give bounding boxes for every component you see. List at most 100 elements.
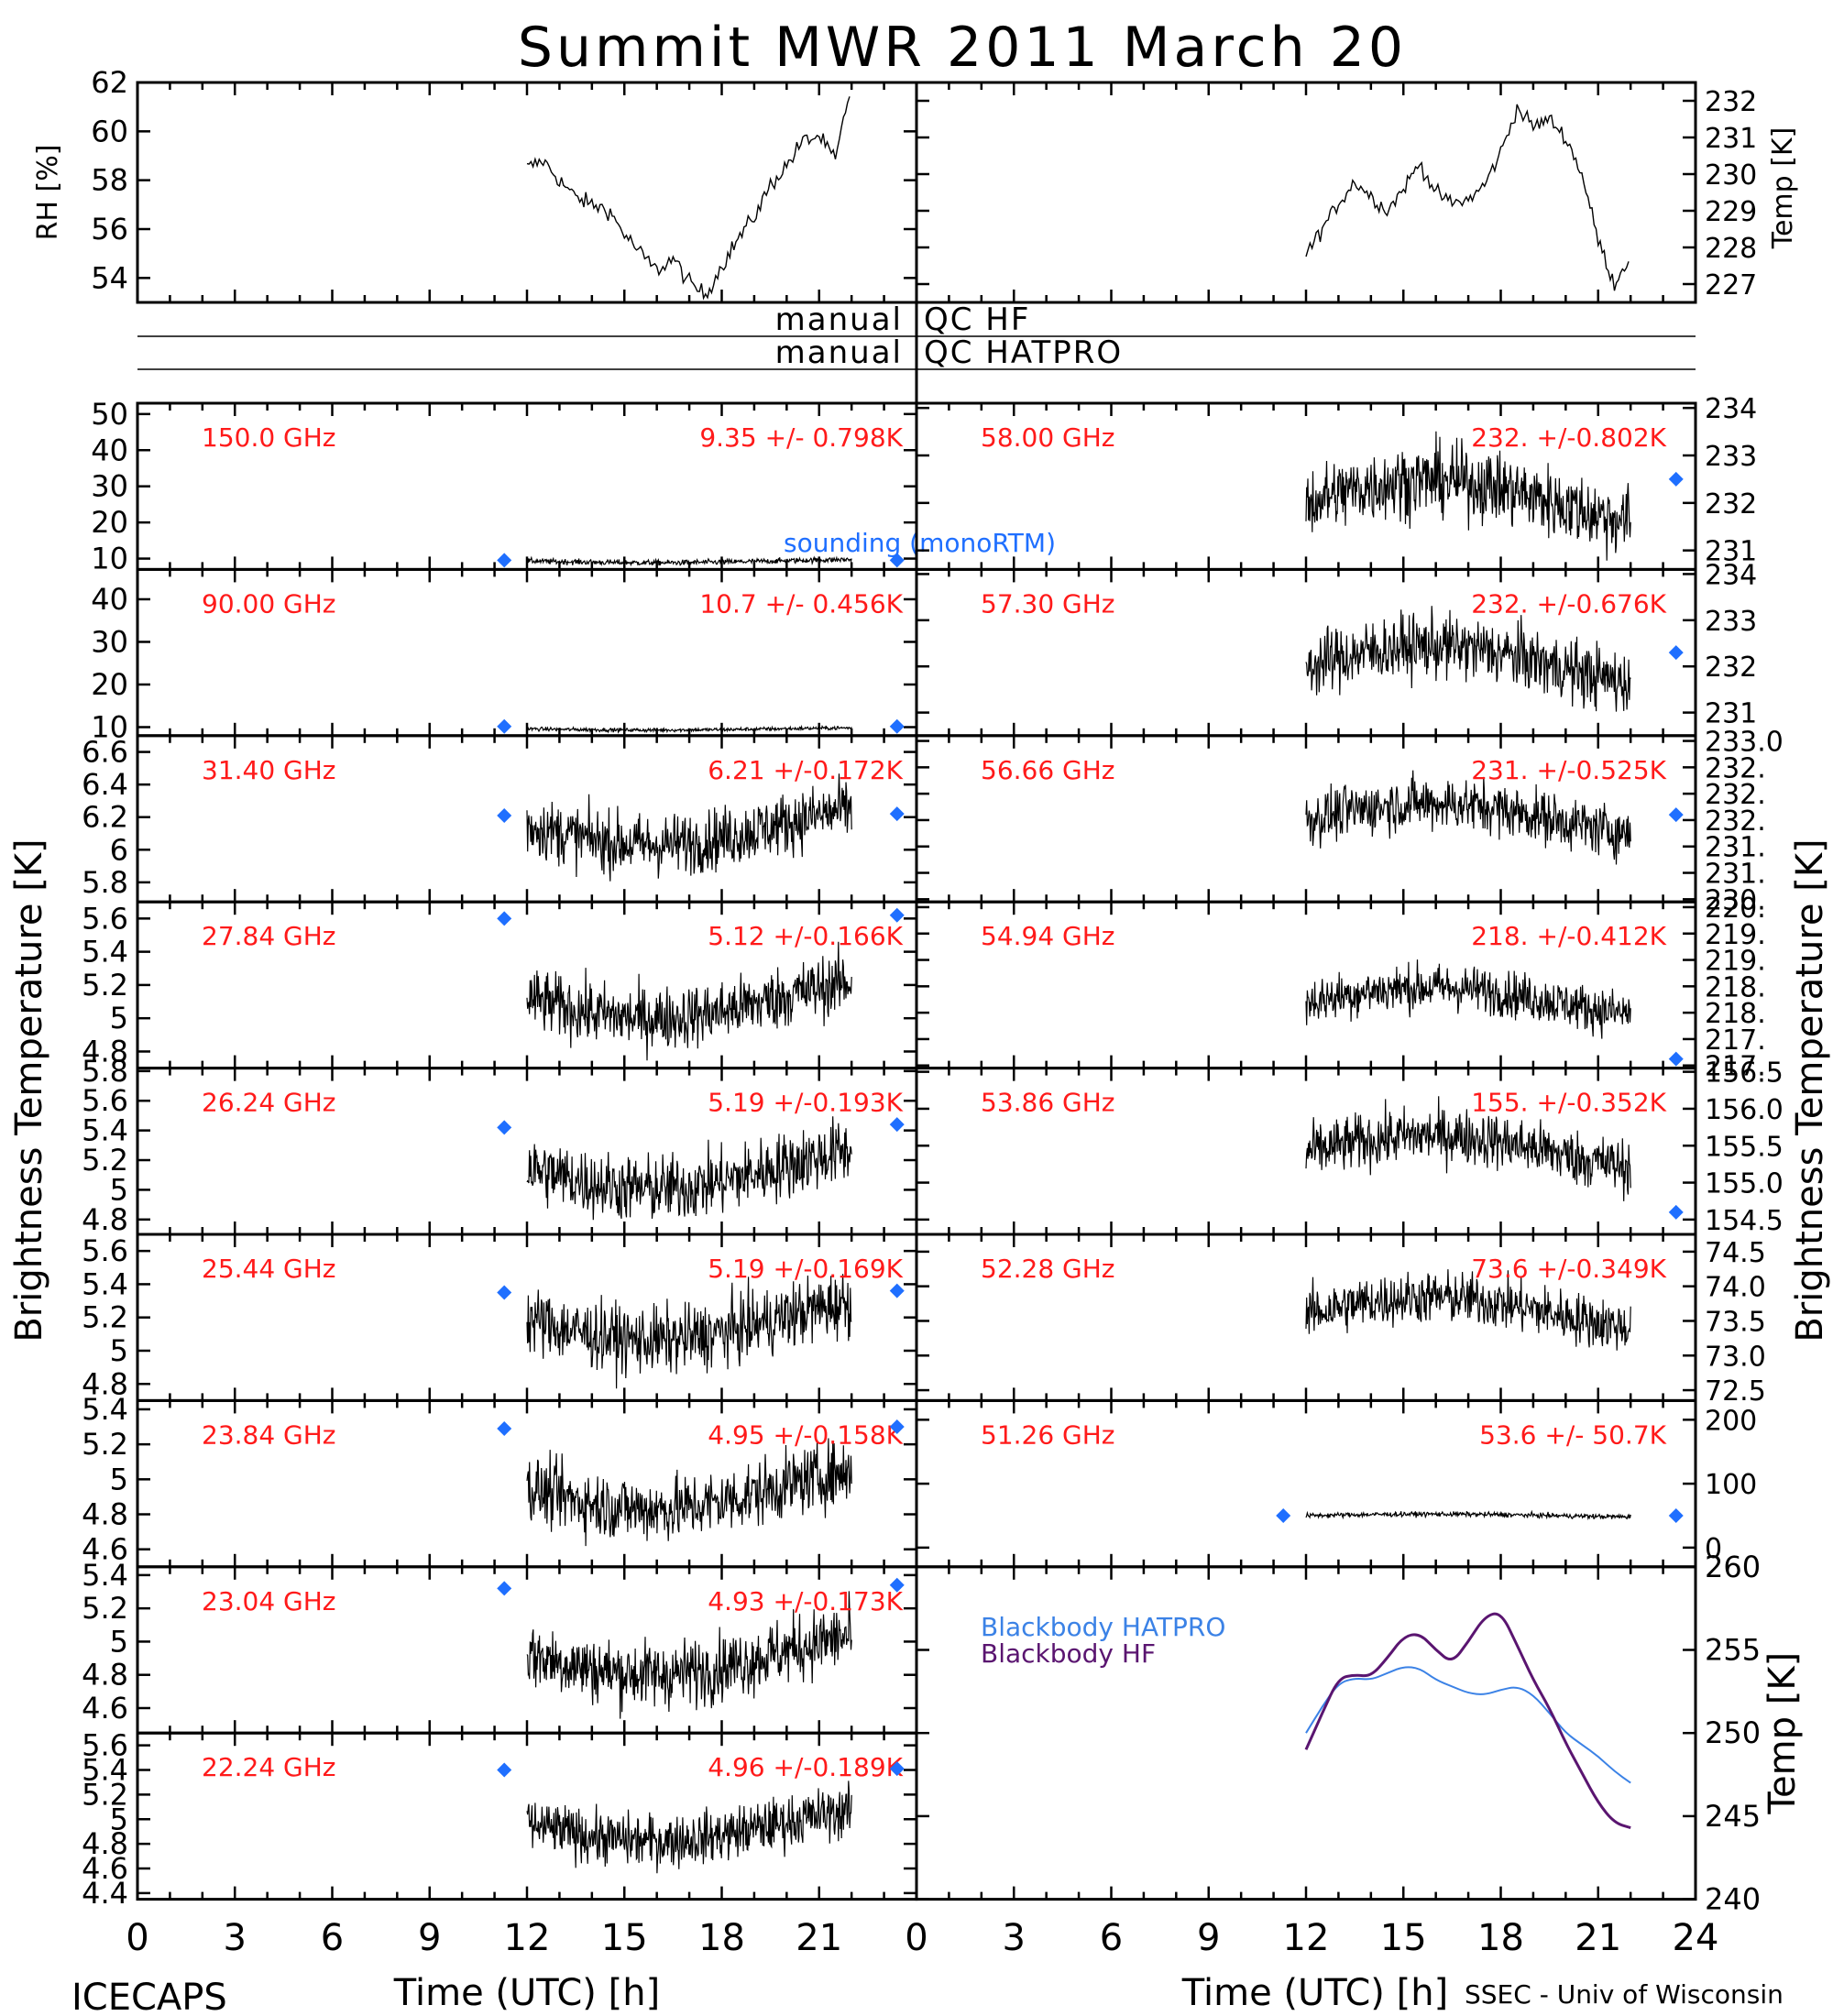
y-tick-label: 20 [91, 505, 128, 540]
x-tick-label-left: 3 [224, 1917, 247, 1959]
x-tick-label-left: 12 [504, 1917, 551, 1959]
y-tick-label: 56 [91, 212, 128, 247]
y-tick-label: 60 [91, 114, 128, 148]
y-tick-label: 234 [1705, 559, 1757, 591]
y-tick-label: 218. [1705, 998, 1766, 1030]
y-tick-label: 231. [1705, 859, 1766, 891]
y-tick-label: 5.6 [82, 1233, 128, 1268]
y-tick-label: 6.2 [82, 800, 128, 835]
sounding-marker [889, 1761, 905, 1777]
left-channel-freq-3: 27.84 GHz [202, 921, 336, 951]
right-channel-trace-6 [1305, 1509, 1631, 1521]
y-tick-label: 240 [1705, 1882, 1761, 1917]
right-channel-freq-5: 52.28 GHz [981, 1254, 1115, 1284]
left-channel-trace-4 [526, 1116, 852, 1221]
y-tick-label: 62 [91, 65, 128, 100]
y-tick-label: 231. [1705, 832, 1766, 864]
panel-left-6: 4.64.855.25.4 23.84 GHz 4.95 +/-0.158K [82, 1392, 918, 1569]
y-tick-label: 5 [110, 1802, 128, 1836]
blackbody-series-0 [1305, 1666, 1631, 1784]
y-tick-label: 232 [1705, 86, 1757, 118]
y-tick-label: 5.2 [82, 1427, 128, 1462]
y-tick-label: 30 [91, 469, 128, 504]
y-tick-label: 74.0 [1705, 1272, 1766, 1304]
left-channel-trace-3 [526, 941, 852, 1061]
y-tick-label: 233 [1705, 606, 1757, 638]
qc-hf-right: QC HF [924, 301, 1030, 338]
left-channel-freq-0: 150.0 GHz [202, 422, 336, 453]
y-tick-label: 155.5 [1705, 1131, 1784, 1163]
sounding-marker [889, 1117, 905, 1133]
y-tick-label: 4.8 [82, 1366, 128, 1401]
left-channel-freq-7: 23.04 GHz [202, 1586, 336, 1616]
y-tick-label: 218. [1705, 971, 1766, 1003]
panel-left-5: 4.855.25.45.6 25.44 GHz 5.19 +/-0.169K [82, 1233, 918, 1402]
y-tick-label: 250 [1705, 1715, 1761, 1750]
sounding-marker [497, 911, 512, 926]
qc-hf-left: manual [775, 301, 903, 338]
y-tick-label: 74.5 [1705, 1237, 1766, 1269]
sounding-note: sounding (monoRTM) [784, 528, 1056, 558]
x-axis-label-left: Time (UTC) [h] [393, 1972, 660, 2014]
y-tick-label: 50 [91, 397, 128, 432]
panel-temp: 227 228 229 230 231 232 Temp [K] [915, 81, 1799, 304]
y-tick-label: 232 [1705, 488, 1757, 520]
right-channel-freq-3: 54.94 GHz [981, 921, 1115, 951]
panel-right-5: 72.573.073.574.074.5 52.28 GHz 73.6 +/-0.3… [915, 1233, 1766, 1408]
left-channel-stat-8: 4.96 +/-0.189K [708, 1752, 903, 1782]
sounding-marker [889, 1577, 905, 1593]
x-tick-label-right: 18 [1477, 1917, 1524, 1959]
x-tick-label-left: 21 [796, 1917, 842, 1959]
left-channel-freq-2: 31.40 GHz [202, 755, 336, 785]
y-tick-label: 228 [1705, 233, 1757, 265]
panel-left-7: 4.64.855.25.4 23.04 GHz 4.93 +/-0.173K [82, 1558, 918, 1735]
y-tick-label: 6.4 [82, 767, 128, 802]
y-tick-label: 233 [1705, 441, 1757, 473]
y-tick-label: 233.0 [1705, 727, 1784, 759]
y-tick-label: 4.8 [82, 1658, 128, 1693]
x-tick-label-left: 18 [698, 1917, 745, 1959]
left-channel-trace-1 [526, 724, 852, 734]
left-channel-trace-5 [526, 1274, 852, 1389]
y-tick-label: 4.8 [82, 1497, 128, 1532]
qc-rows: manual QC HF manual QC HATPRO [137, 301, 1696, 371]
y-tick-label: 245 [1705, 1799, 1761, 1834]
y-tick-label: 220. [1705, 893, 1766, 925]
y-tick-label: 5.6 [82, 1083, 128, 1118]
panel-right-2: 230.231.231.232.232.232.233.056.66 GHz 23… [915, 727, 1784, 916]
y-tick-label: 155.0 [1705, 1168, 1784, 1200]
y-tick-label: 232. [1705, 779, 1766, 811]
sounding-marker [497, 553, 512, 568]
y-tick-label: 5 [110, 1624, 128, 1659]
y-tick-label: 156.5 [1705, 1057, 1784, 1090]
y-tick-label: 4.6 [82, 1851, 128, 1886]
left-channel-freq-4: 26.24 GHz [202, 1088, 336, 1118]
panel-right-3: 217.217.218.218.219.219.220.54.94 GHz 218… [915, 893, 1766, 1083]
right-channel-freq-2: 56.66 GHz [981, 755, 1115, 785]
right-channel-trace-1 [1305, 606, 1631, 712]
left-channel-stat-0: 9.35 +/- 0.798K [699, 422, 903, 453]
y-tick-label: 5.2 [82, 968, 128, 1003]
left-channel-stat-2: 6.21 +/-0.172K [708, 755, 903, 785]
panel-right-1: 231 232 233 234 57.30 GHz 232. +/-0.676K [915, 559, 1757, 738]
y-tick-label: 231 [1705, 536, 1757, 568]
panel-rh: 54 56 58 60 62 RH [%] [32, 65, 918, 304]
x-tick-label-right: 9 [1197, 1917, 1220, 1959]
left-channel-trace-0 [526, 555, 852, 567]
x-tick-label-right: 0 [905, 1917, 927, 1959]
y-tick-label: 260 [1705, 1550, 1761, 1584]
right-channel-stat-0: 232. +/-0.802K [1471, 422, 1666, 453]
panel-left-3: 4.855.25.45.6 27.84 GHz 5.12 +/-0.166K [82, 900, 918, 1070]
left-channel-stat-4: 5.19 +/-0.193K [708, 1088, 903, 1118]
y-tick-label: 4.4 [82, 1876, 128, 1911]
panel-left-8: 4.44.64.855.25.45.6 22.24 GHz 4.96 +/-0.18… [82, 1728, 918, 1911]
panel-blackbody: 240 245 250 255 260 Temp [K] Blackbody HATPROB… [915, 1550, 1804, 1917]
y-tick-label: 40 [91, 582, 128, 617]
y-tick-label: 6.6 [82, 735, 128, 770]
y-axis-label-left: Brightness Temperature [K] [8, 838, 50, 1342]
y-tick-label: 5.4 [82, 1113, 128, 1148]
y-tick-label: 30 [91, 624, 128, 659]
right-channel-stat-1: 232. +/-0.676K [1471, 588, 1666, 619]
sounding-marker [497, 718, 512, 734]
